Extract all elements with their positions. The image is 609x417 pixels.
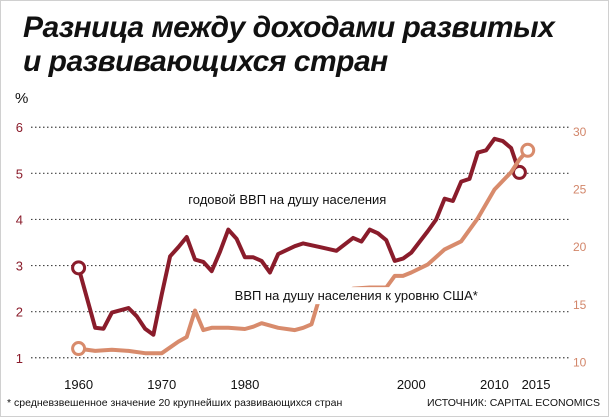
- y2-tick-label: 25: [573, 182, 587, 196]
- series-line-2: [76, 148, 530, 356]
- y-tick-label: 6: [16, 120, 23, 135]
- y-tick-label: 3: [16, 259, 23, 274]
- series-1-end-marker: [511, 164, 527, 180]
- x-tick-label: 1970: [147, 377, 176, 392]
- y2-tick-label: 30: [573, 125, 587, 139]
- footnote: * средневзвешенное значение 20 крупнейши…: [7, 397, 343, 409]
- source-note: ИСТОЧНИК: CAPITAL ECONOMICS: [426, 397, 600, 409]
- y2-tick-label: 15: [573, 298, 587, 312]
- series-label-background: [231, 287, 481, 305]
- y2-tick-label: 10: [573, 355, 587, 369]
- series-line-1: [76, 136, 522, 337]
- chart-title-line-2: и развивающихся стран: [23, 45, 388, 78]
- chart-title-line-1: Разница между доходами развитых: [23, 11, 555, 44]
- series-label-2: ВВП на душу населения к уровню США*: [235, 288, 478, 303]
- series-2-start-marker: [71, 341, 87, 357]
- series-2-end-marker: [520, 142, 536, 158]
- x-tick-label: 2000: [397, 377, 426, 392]
- x-tick-label: 2015: [522, 377, 551, 392]
- y-axis-unit: %: [15, 90, 28, 107]
- x-tick-label: 1960: [64, 377, 93, 392]
- y-tick-label: 1: [16, 351, 23, 366]
- series-label-background: [185, 191, 390, 209]
- series-label-1: годовой ВВП на душу населения: [188, 192, 386, 207]
- x-tick-label: 2010: [480, 377, 509, 392]
- y2-tick-label: 20: [573, 240, 587, 254]
- y-tick-label: 4: [16, 212, 23, 227]
- y-tick-label: 5: [16, 166, 23, 181]
- y-tick-label: 2: [16, 305, 23, 320]
- series-1-start-marker: [71, 260, 87, 276]
- x-tick-label: 1980: [230, 377, 259, 392]
